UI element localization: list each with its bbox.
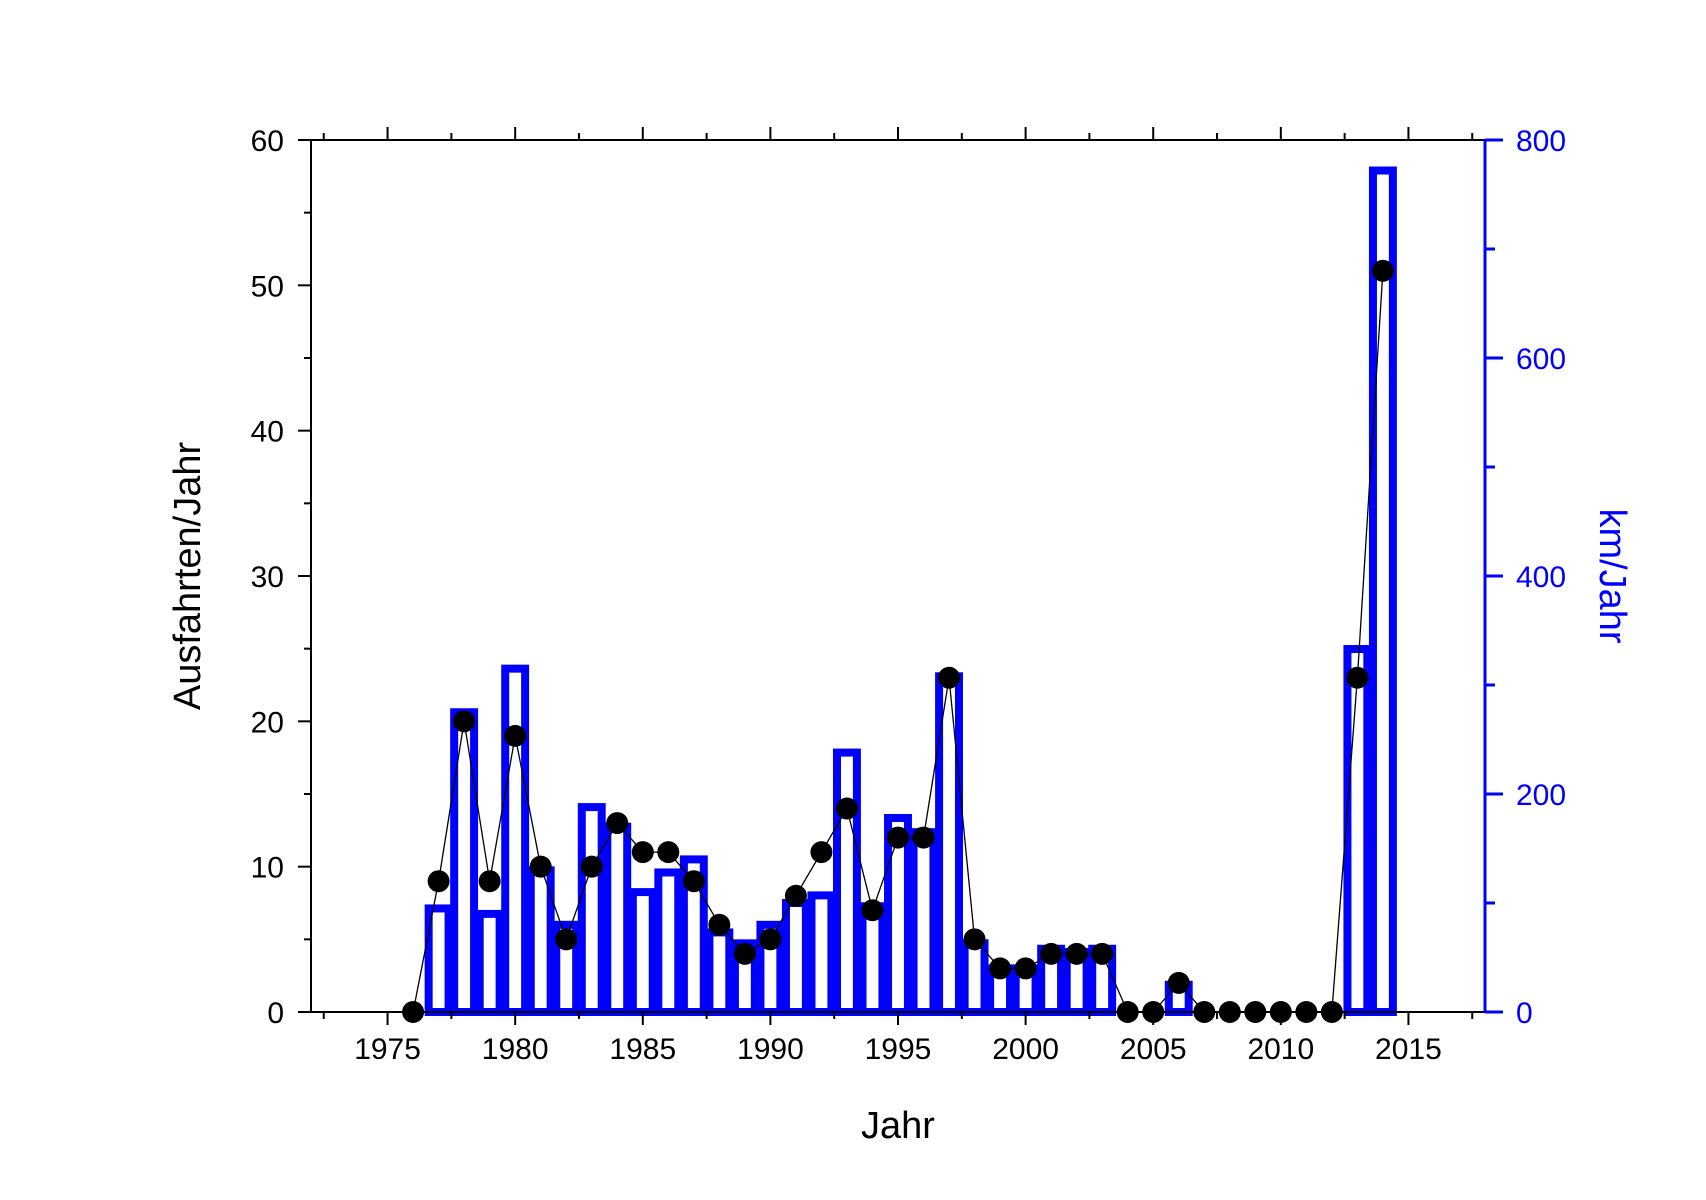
bar-1978 (450, 708, 479, 1016)
point-1981 (529, 855, 552, 878)
axes-group: 1975 1980 1985 1990 1995 2000 2005 2010 20150102… (251, 125, 1566, 1066)
point-1984 (606, 812, 629, 835)
y-axis-right-title: km/Jahr (1591, 508, 1633, 643)
x-tick-label: 1975 (354, 1033, 421, 1066)
bar-1998 (960, 939, 989, 1017)
point-1991 (784, 884, 807, 907)
bar-2014 (1368, 166, 1397, 1016)
x-tick-label: 2005 (1120, 1033, 1187, 1066)
x-axis-title: Jahr (861, 1105, 935, 1147)
point-1985 (631, 841, 654, 864)
y-left-tick-label: 0 (267, 997, 284, 1030)
bar-1993 (833, 748, 861, 1017)
bar-1988 (705, 928, 734, 1016)
y-left-tick-label: 30 (251, 561, 284, 594)
bar-1979 (475, 909, 504, 1017)
point-1996 (912, 826, 935, 849)
point-1998 (963, 928, 986, 951)
y-right-tick-label: 800 (1516, 125, 1566, 158)
point-1992 (810, 841, 833, 864)
y-left-tick-label: 20 (251, 706, 284, 739)
point-1995 (887, 826, 909, 849)
x-tick-label: 1995 (865, 1033, 932, 1066)
point-2006 (1167, 971, 1190, 994)
point-1977 (427, 870, 450, 893)
point-1997 (938, 666, 961, 689)
bar-1984 (603, 822, 632, 1017)
y-right-tick-label: 400 (1516, 561, 1566, 594)
point-1989 (733, 942, 756, 965)
axis-labels-group: Jahr Ausfahrten/Jahr km/Jahr (167, 442, 1633, 1147)
point-1980 (504, 724, 527, 747)
point-1999 (989, 957, 1012, 980)
point-2002 (1065, 942, 1088, 965)
point-1978 (453, 710, 476, 733)
point-1982 (555, 928, 578, 951)
y-right-tick-label: 0 (1516, 997, 1533, 1030)
point-1994 (861, 899, 884, 922)
point-1990 (759, 928, 782, 951)
bar-1986 (654, 868, 683, 1016)
bar-1983 (577, 803, 606, 1017)
bar-1981 (526, 866, 555, 1016)
point-2000 (1014, 957, 1037, 980)
y-left-tick-label: 10 (251, 852, 284, 885)
x-tick-label: 2010 (1247, 1033, 1314, 1066)
point-series-group (402, 259, 1394, 1023)
bar-1997 (935, 672, 963, 1017)
point-1993 (835, 797, 858, 820)
point-2014 (1371, 259, 1394, 282)
bar-series-group (424, 166, 1397, 1017)
bar-1980 (501, 664, 530, 1017)
bar-2013 (1343, 645, 1372, 1017)
x-tick-label: 1980 (482, 1033, 549, 1066)
x-tick-label: 2015 (1375, 1033, 1442, 1066)
bar-1994 (858, 902, 887, 1017)
bar-1977 (424, 904, 453, 1017)
y-left-tick-label: 60 (251, 125, 284, 158)
point-1988 (708, 913, 731, 936)
y-right-tick-label: 600 (1516, 343, 1566, 376)
bar-1992 (807, 891, 836, 1016)
x-tick-label: 1990 (737, 1033, 804, 1066)
bar-1991 (781, 899, 810, 1016)
y-right-tick-label: 200 (1516, 779, 1566, 812)
y-left-tick-label: 50 (251, 270, 284, 303)
x-tick-label: 2000 (992, 1033, 1059, 1066)
y-axis-left-title: Ausfahrten/Jahr (167, 442, 209, 711)
point-1979 (478, 870, 501, 893)
point-1983 (580, 855, 603, 878)
point-2003 (1091, 942, 1114, 965)
bar-1985 (628, 888, 657, 1016)
bar-1996 (909, 828, 938, 1017)
point-1986 (657, 841, 680, 864)
point-2001 (1040, 942, 1063, 965)
point-2013 (1346, 666, 1369, 689)
y-left-tick-label: 40 (251, 416, 284, 449)
point-1987 (682, 870, 705, 893)
x-tick-label: 1985 (609, 1033, 676, 1066)
